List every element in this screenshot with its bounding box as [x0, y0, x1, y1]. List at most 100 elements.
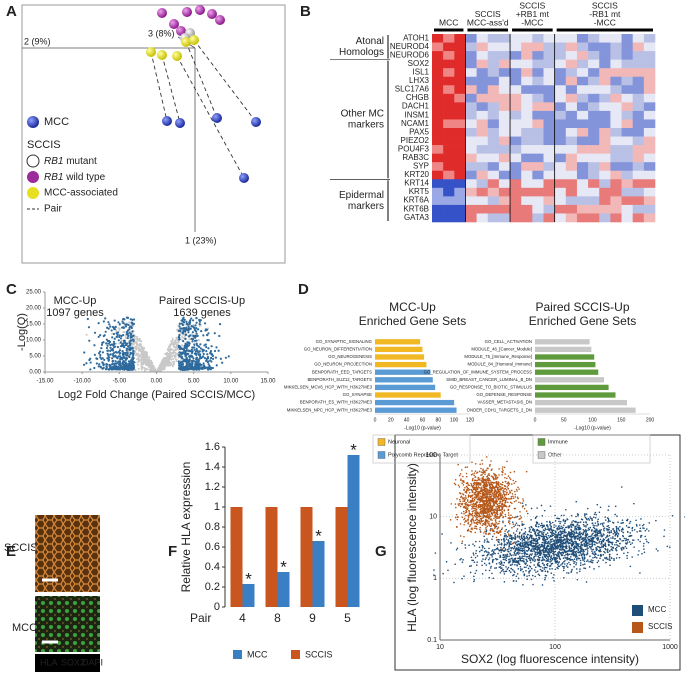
significant-point — [98, 363, 101, 366]
density-point — [582, 523, 585, 526]
density-point — [551, 534, 554, 537]
heatmap-cell — [543, 136, 555, 146]
heatmap-cell — [543, 187, 555, 197]
significant-point — [178, 366, 181, 369]
density-point — [456, 547, 459, 550]
heatmap-cell — [521, 196, 533, 206]
density-point — [603, 538, 605, 541]
background-point — [115, 342, 118, 345]
density-point — [558, 517, 561, 520]
heatmap-cell — [543, 196, 555, 206]
significant-point — [105, 346, 109, 350]
density-point — [590, 537, 592, 540]
density-point — [475, 540, 477, 543]
density-point — [565, 531, 567, 534]
density-point — [566, 572, 568, 574]
background-point — [168, 345, 171, 348]
density-point — [579, 559, 582, 562]
density-point — [586, 548, 588, 551]
density-point — [505, 534, 507, 537]
density-point — [484, 558, 487, 561]
density-point — [584, 537, 586, 540]
stain-legend — [35, 654, 100, 672]
heatmap-cell — [454, 34, 466, 43]
significant-point — [185, 364, 188, 367]
x-tick-label: 9 — [309, 611, 316, 625]
density-point — [607, 524, 610, 527]
density-point — [533, 530, 535, 532]
density-point — [600, 545, 603, 547]
density-point — [503, 540, 506, 542]
density-point — [491, 554, 493, 556]
density-point — [666, 545, 669, 548]
significant-point — [126, 336, 129, 340]
heatmap-cell — [476, 179, 489, 189]
density-point — [509, 553, 512, 556]
density-point — [499, 571, 502, 574]
heatmap-cell — [443, 68, 455, 78]
background-point — [171, 348, 174, 351]
density-point — [545, 528, 547, 531]
density-point — [582, 521, 585, 524]
density-point — [532, 537, 535, 540]
density-point — [531, 548, 533, 550]
significant-point — [194, 324, 197, 327]
significant-point — [85, 362, 88, 365]
density-point — [445, 560, 448, 563]
density-point — [572, 535, 575, 538]
bar — [375, 354, 425, 360]
heatmap-cell — [498, 179, 511, 189]
density-point — [625, 537, 627, 540]
density-point — [485, 530, 488, 533]
heatmap: ATOH1NEUROD4NEUROD6SOX2ISL1LHX3SLC17A6CH… — [330, 0, 656, 223]
density-point — [549, 558, 552, 561]
heatmap-cell — [610, 102, 622, 112]
density-point — [476, 555, 479, 557]
density-point — [473, 580, 475, 583]
density-point — [584, 548, 587, 551]
density-point — [598, 565, 600, 568]
heatmap-cell — [521, 145, 533, 154]
heatmap-cell — [610, 128, 622, 137]
significant-point — [187, 361, 190, 364]
legend-label: MCC-associated — [44, 188, 118, 199]
background-point — [167, 347, 170, 350]
density-point — [496, 547, 499, 549]
density-point — [633, 546, 635, 548]
density-point — [530, 543, 532, 545]
density-point — [513, 570, 515, 572]
significant-point — [109, 353, 112, 356]
category-label: GO_NEUROGENESIS — [328, 354, 372, 359]
x-tick-label: 50 — [561, 417, 567, 423]
heatmap-cell — [643, 42, 656, 52]
significance-marker: * — [315, 526, 322, 545]
density-point — [595, 534, 597, 537]
density-point — [495, 558, 498, 561]
density-point — [606, 529, 608, 531]
density-point — [604, 519, 607, 521]
gene-label: NEUROD4 — [390, 42, 430, 51]
category-label: BENPORATH_SUZ12_TARGETS — [307, 377, 372, 382]
density-point — [500, 567, 503, 569]
density-point — [561, 526, 564, 529]
significant-point — [210, 360, 213, 363]
significant-point — [215, 346, 218, 349]
heatmap-cell — [643, 85, 656, 95]
density-point — [648, 530, 650, 532]
significance-marker: * — [280, 557, 287, 576]
density-point — [601, 524, 604, 526]
heatmap-cell — [454, 93, 466, 103]
heatmap-cell — [532, 145, 544, 154]
significant-point — [189, 319, 192, 322]
significant-point — [197, 351, 200, 354]
density-point — [543, 525, 545, 528]
density-point — [489, 567, 492, 569]
density-point — [577, 521, 580, 524]
density-point — [570, 538, 573, 540]
background-point — [197, 339, 200, 342]
density-point — [578, 524, 580, 527]
legend-label: Polycomb Repressive Target — [388, 452, 458, 458]
density-point — [562, 548, 564, 550]
density-point — [558, 556, 561, 559]
background-point — [174, 351, 177, 354]
